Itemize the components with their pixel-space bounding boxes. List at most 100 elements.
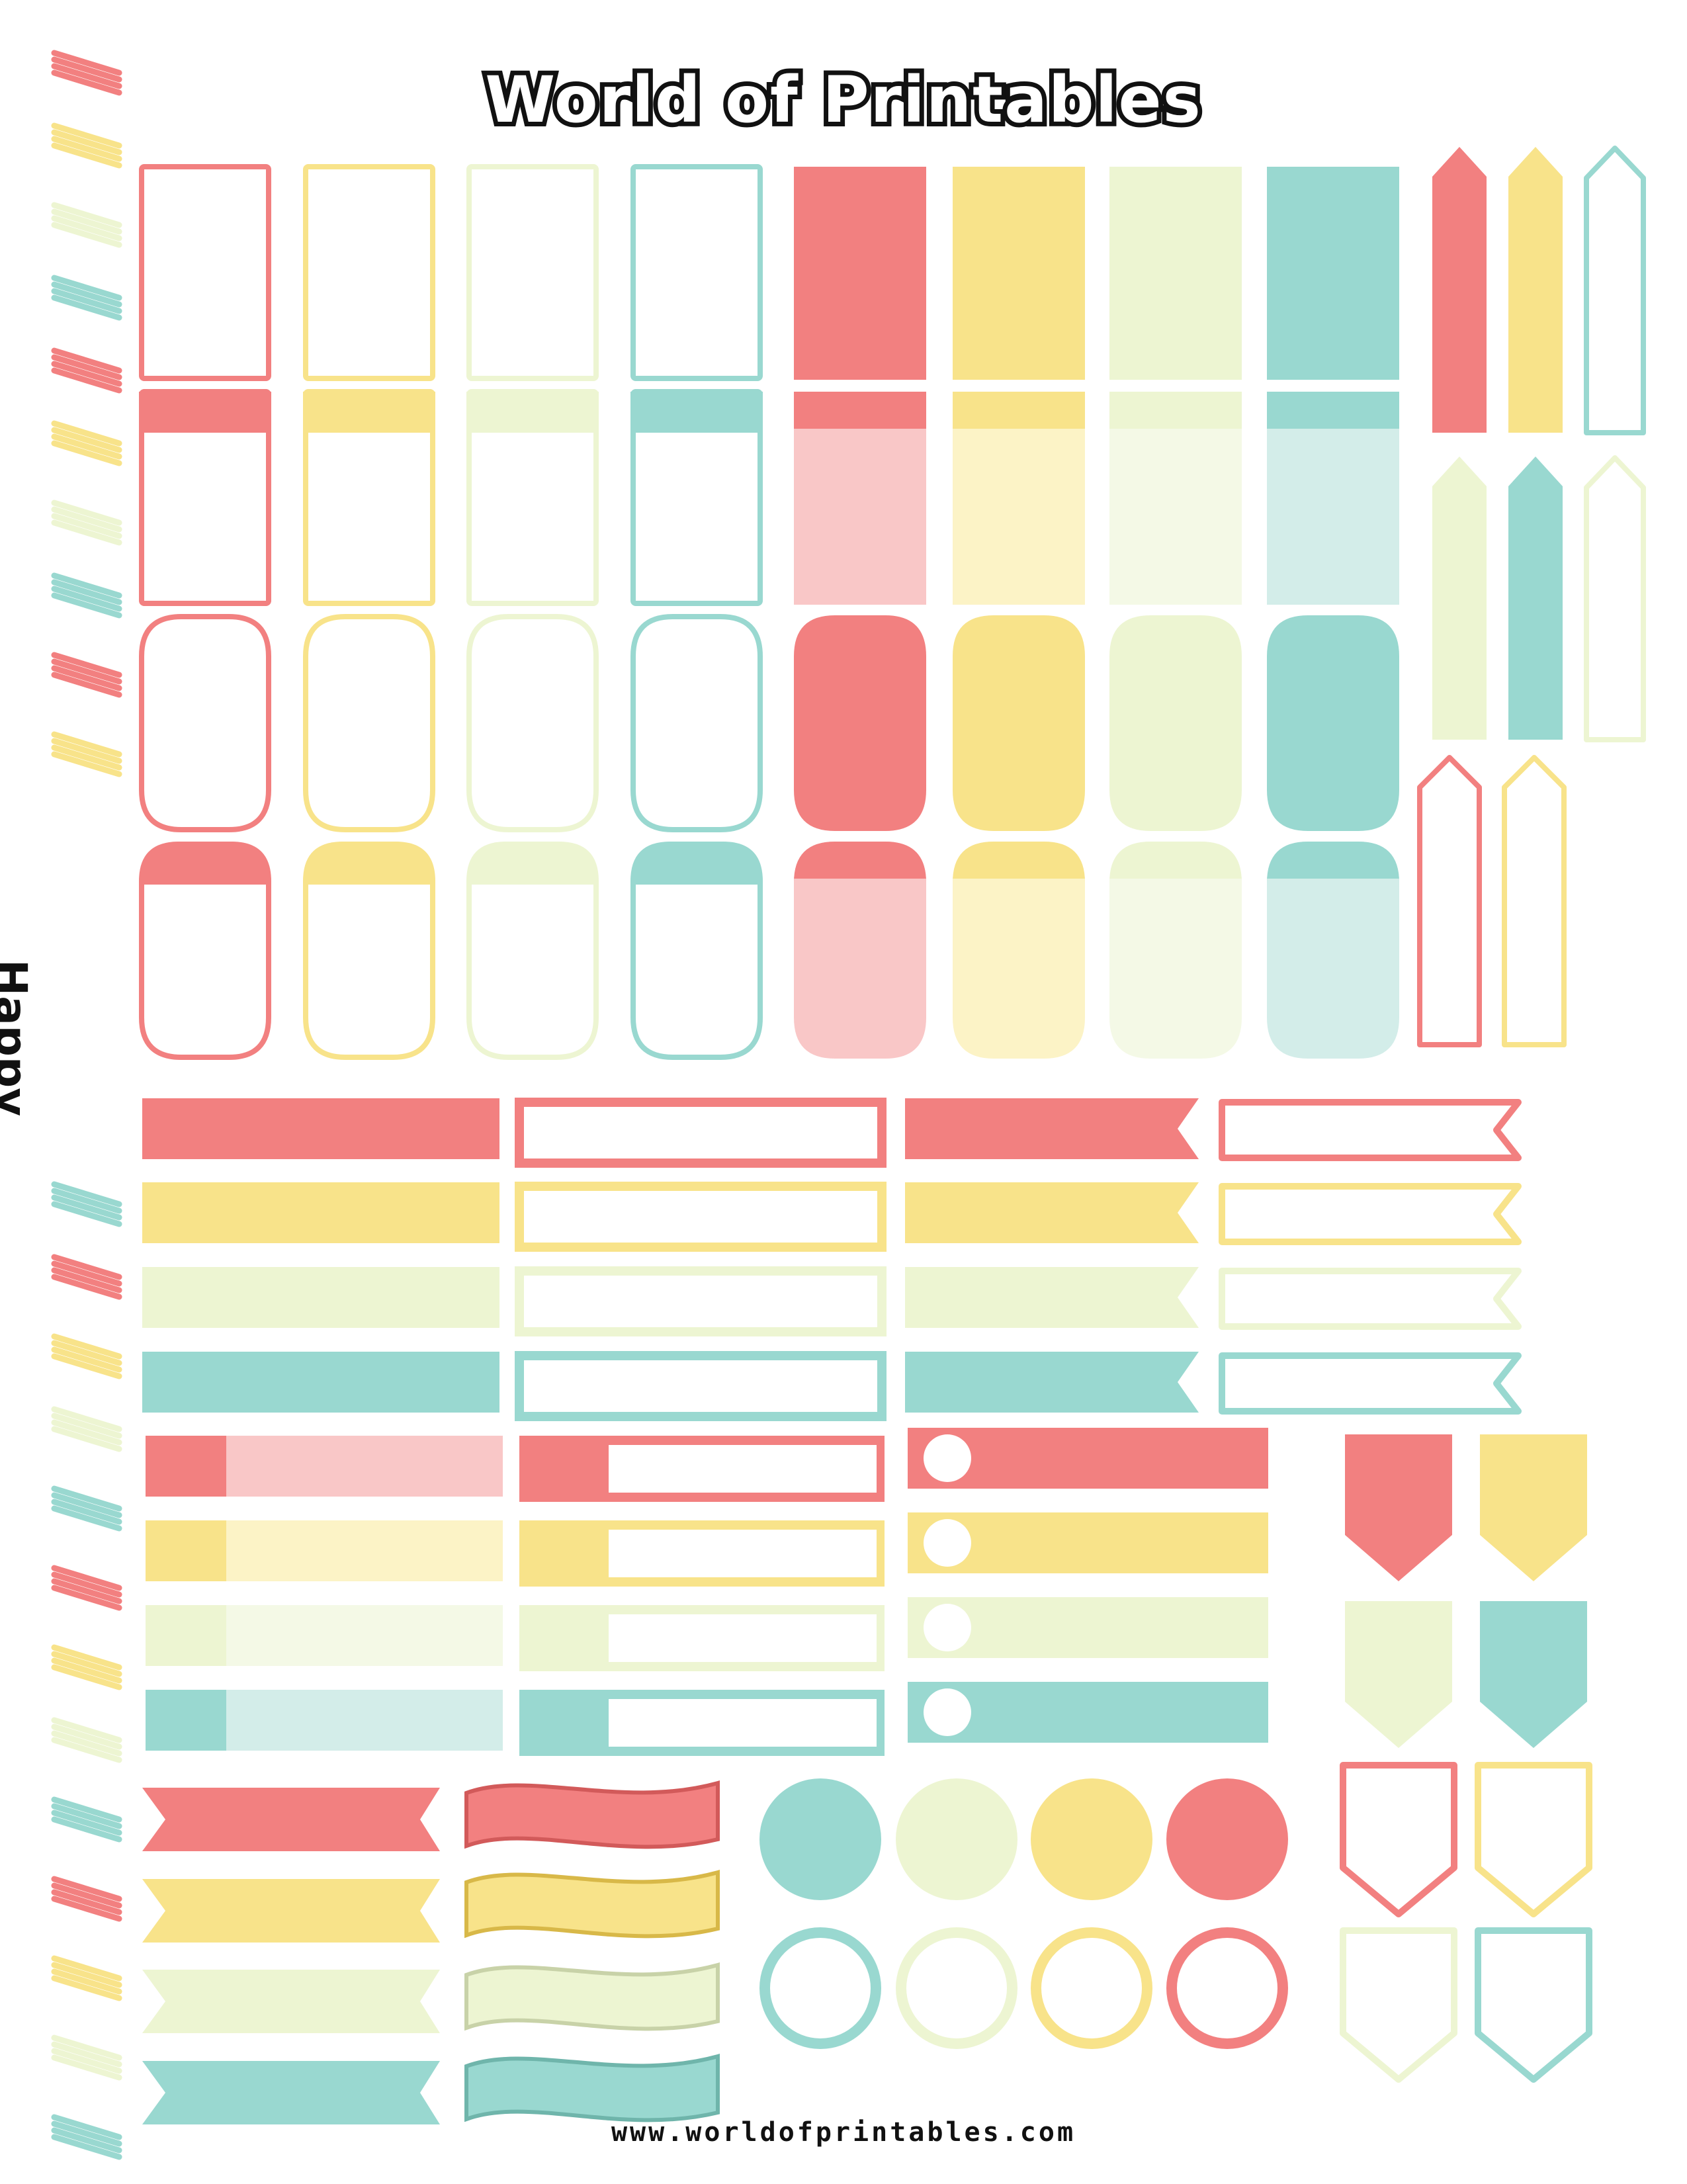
rounded-box-filled <box>794 615 926 831</box>
header-box-strip <box>466 392 599 433</box>
pennant-arrow <box>1417 755 1482 1047</box>
rounded-header-fill <box>1267 842 1399 1059</box>
outlined-rectangle <box>466 164 599 381</box>
scribble-mark <box>51 751 122 777</box>
scribble-mark <box>51 1657 122 1684</box>
scribble-mark <box>51 347 122 374</box>
label-bar <box>142 1352 499 1413</box>
shield-tab <box>1340 1927 1457 2083</box>
scribble-mark <box>51 288 122 314</box>
header-box-strip <box>139 392 271 433</box>
scribble-mark <box>51 1955 122 1982</box>
rounded-box-filled <box>1109 615 1242 831</box>
outlined-rectangle <box>139 164 271 381</box>
shield-tab <box>1345 1601 1452 1748</box>
scribble-mark <box>51 1975 122 2001</box>
dot-circle <box>1166 1778 1288 1900</box>
shield-tab <box>1480 1601 1587 1748</box>
pennant-arrow <box>1584 146 1646 435</box>
scribble-mark <box>51 738 122 764</box>
scribble-mark <box>51 129 122 155</box>
scribble-mark <box>51 361 122 387</box>
rounded-box-outline <box>466 614 599 832</box>
dot-bar-circle <box>924 1688 971 1736</box>
scribble-mark <box>51 2134 122 2160</box>
pennant-arrow <box>1508 457 1563 740</box>
scribble-mark <box>51 1492 122 1518</box>
outlined-label-bar <box>515 1098 887 1168</box>
outlined-rectangle <box>303 164 435 381</box>
rounded-header-strip <box>1109 842 1242 883</box>
filled-rectangle <box>953 167 1085 380</box>
scribble-mark <box>51 1485 122 1512</box>
scribble-mark <box>51 440 122 466</box>
rounded-header-strip <box>466 842 599 885</box>
label-bar <box>142 1098 499 1159</box>
dot-bar-circle <box>924 1434 971 1482</box>
scribble-mark <box>51 1876 122 1902</box>
checkbox-bar-field <box>609 1614 877 1662</box>
rounded-header-strip <box>139 842 271 885</box>
flag-banner <box>142 1879 440 1943</box>
header-box-strip <box>1267 392 1399 429</box>
scribble-mark <box>51 1260 122 1287</box>
scribble-mark <box>51 222 122 248</box>
scribble-mark <box>51 142 122 169</box>
outlined-rectangle <box>630 164 763 381</box>
rounded-header-strip <box>630 842 763 885</box>
scribble-mark <box>51 1340 122 1366</box>
outlined-label-bar <box>515 1351 887 1421</box>
scribble-mark <box>51 1962 122 1988</box>
two-tone-bar-tab <box>146 1520 226 1581</box>
rounded-box-filled <box>953 615 1085 831</box>
rounded-header-strip <box>1267 842 1399 883</box>
ribbon <box>464 1870 720 1939</box>
header-box-strip <box>1109 392 1242 429</box>
scribble-mark <box>51 1882 122 1909</box>
pennant-arrow <box>1508 147 1563 433</box>
rounded-header-strip <box>953 842 1085 883</box>
scribble-mark <box>51 1419 122 1446</box>
two-tone-bar-tab <box>146 1690 226 1751</box>
header-box-strip <box>303 392 435 433</box>
outlined-notched-flag <box>1219 1099 1522 1161</box>
rounded-box-outline <box>303 614 435 832</box>
scribble-mark <box>51 1810 122 1836</box>
shield-tab <box>1340 1762 1457 1917</box>
scribble-mark <box>51 500 122 526</box>
scribble-mark <box>51 215 122 241</box>
checkbox-bar-field <box>609 1530 877 1577</box>
scribble-mark <box>51 572 122 599</box>
ring-circle <box>1031 1927 1152 2049</box>
dot-bar-circle <box>924 1604 971 1651</box>
rounded-header-strip <box>303 842 435 885</box>
scribble-mark <box>51 1353 122 1379</box>
ring-circle <box>759 1927 881 2049</box>
scribble-mark <box>51 1651 122 1677</box>
scribble-mark <box>51 586 122 612</box>
label-bar <box>142 1182 499 1243</box>
scribble-mark <box>51 1803 122 1829</box>
scribble-mark <box>51 275 122 301</box>
scribble-mark <box>51 744 122 771</box>
checkbox-bar-field <box>609 1699 877 1747</box>
scribble-mark <box>51 1201 122 1227</box>
outlined-notched-flag <box>1219 1268 1522 1330</box>
scribble-mark <box>51 1889 122 1915</box>
scribble-mark <box>51 1717 122 1743</box>
notched-flag <box>905 1182 1199 1243</box>
scribble-mark <box>51 433 122 460</box>
outlined-notched-flag <box>1219 1183 1522 1245</box>
label-bar <box>142 1267 499 1328</box>
scribble-mark <box>51 50 122 76</box>
ribbon <box>464 1962 720 2031</box>
ribbon <box>464 2054 720 2122</box>
scribble-mark <box>51 1274 122 1300</box>
rounded-header-fill <box>1109 842 1242 1059</box>
scribble-mark <box>51 1426 122 1452</box>
scribble-mark <box>51 1565 122 1591</box>
rounded-box-outline <box>139 614 271 832</box>
scribble-mark <box>51 1181 122 1207</box>
scribble-mark <box>51 506 122 533</box>
scribble-mark <box>51 69 122 96</box>
